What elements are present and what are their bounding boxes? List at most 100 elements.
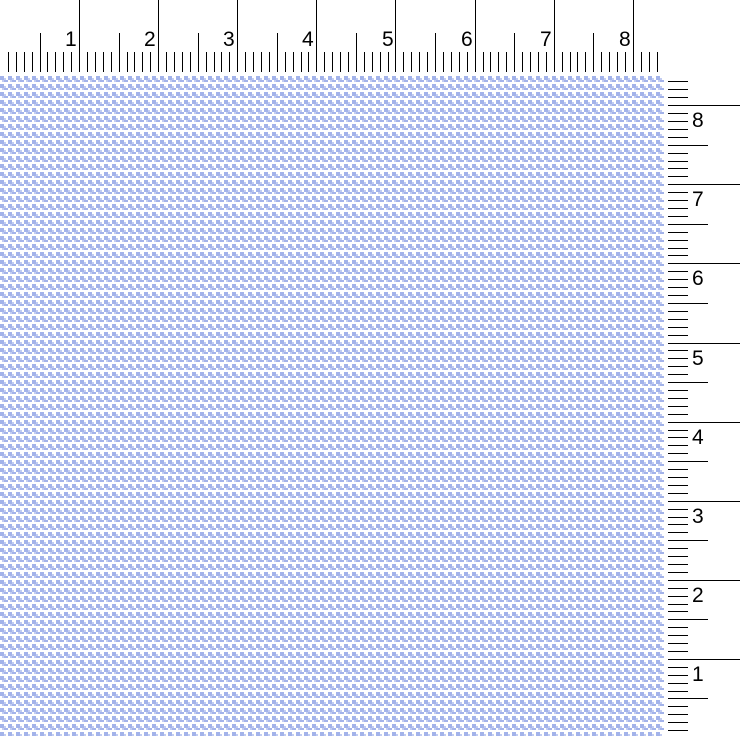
ruler-minor-tick xyxy=(641,52,642,72)
fabric-preview xyxy=(0,76,664,736)
ruler-minor-tick xyxy=(668,232,688,233)
ruler-minor-tick xyxy=(63,52,64,72)
ruler-minor-tick xyxy=(546,52,547,72)
ruler-minor-tick xyxy=(668,327,688,328)
ruler-minor-tick xyxy=(668,319,688,320)
ruler-minor-tick xyxy=(324,52,325,72)
top-ruler-label: 5 xyxy=(382,28,394,51)
right-ruler-label: 2 xyxy=(692,584,704,607)
ruler-minor-tick xyxy=(657,52,658,72)
ruler-minor-tick xyxy=(562,52,563,72)
ruler-minor-tick xyxy=(332,52,333,72)
ruler-minor-tick xyxy=(609,52,610,72)
ruler-minor-tick xyxy=(668,240,688,241)
ruler-minor-tick xyxy=(483,52,484,72)
ruler-minor-tick xyxy=(668,485,688,486)
right-ruler-label: 8 xyxy=(692,109,704,132)
ruler-minor-tick xyxy=(668,548,688,549)
ruler-minor-tick xyxy=(668,200,688,201)
ruler-minor-tick xyxy=(668,604,688,605)
ruler-minor-tick xyxy=(668,493,688,494)
ruler-minor-tick xyxy=(668,129,688,130)
ruler-minor-tick xyxy=(419,52,420,72)
ruler-minor-tick xyxy=(253,52,254,72)
ruler-minor-tick xyxy=(668,517,688,518)
ruler-minor-tick xyxy=(134,52,135,72)
ruler-minor-tick xyxy=(668,643,688,644)
ruler-minor-tick xyxy=(668,651,688,652)
ruler-half-tick xyxy=(356,33,357,72)
ruler-minor-tick xyxy=(285,52,286,72)
ruler-minor-tick xyxy=(668,564,688,565)
ruler-minor-tick xyxy=(668,635,688,636)
ruler-minor-tick xyxy=(245,52,246,72)
ruler-minor-tick xyxy=(459,52,460,72)
ruler-minor-tick xyxy=(443,52,444,72)
ruler-minor-tick xyxy=(668,596,688,597)
ruler-minor-tick xyxy=(668,532,688,533)
ruler-minor-tick xyxy=(32,52,33,72)
ruler-minor-tick xyxy=(668,168,688,169)
ruler-minor-tick xyxy=(522,52,523,72)
ruler-minor-tick xyxy=(348,52,349,72)
ruler-minor-tick xyxy=(668,691,688,692)
ruler-minor-tick xyxy=(182,52,183,72)
ruler-minor-tick xyxy=(71,52,72,72)
ruler-minor-tick xyxy=(668,89,688,90)
ruler-minor-tick xyxy=(668,358,688,359)
ruler-half-tick xyxy=(593,33,594,72)
ruler-major-tick xyxy=(668,501,740,502)
ruler-half-tick xyxy=(668,619,708,620)
right-ruler-label: 4 xyxy=(692,426,704,449)
ruler-minor-tick xyxy=(668,113,688,114)
ruler-minor-tick xyxy=(668,374,688,375)
ruler-half-tick xyxy=(668,382,708,383)
ruler-minor-tick xyxy=(668,730,688,731)
ruler-half-tick xyxy=(668,540,708,541)
ruler-minor-tick xyxy=(8,52,9,72)
ruler-minor-tick xyxy=(668,675,688,676)
ruler-minor-tick xyxy=(668,714,688,715)
ruler-minor-tick xyxy=(55,52,56,72)
ruler-minor-tick xyxy=(47,52,48,72)
ruler-minor-tick xyxy=(451,52,452,72)
top-ruler-label: 8 xyxy=(619,28,631,51)
ruler-minor-tick xyxy=(668,271,688,272)
ruler-half-tick xyxy=(668,224,708,225)
ruler-major-tick xyxy=(668,580,740,581)
ruler-minor-tick xyxy=(214,52,215,72)
ruler-half-tick xyxy=(119,33,120,72)
ruler-minor-tick xyxy=(95,52,96,72)
top-ruler: 1 2 3 4 5 6 7 8 xyxy=(0,0,664,74)
ruler-minor-tick xyxy=(490,52,491,72)
top-ruler-label: 1 xyxy=(65,28,77,51)
ruler-minor-tick xyxy=(668,477,688,478)
ruler-major-tick xyxy=(475,0,476,72)
ruler-minor-tick xyxy=(585,52,586,72)
ruler-minor-tick xyxy=(649,52,650,72)
ruler-minor-tick xyxy=(668,161,688,162)
ruler-major-tick xyxy=(668,184,740,185)
ruler-minor-tick xyxy=(142,52,143,72)
top-ruler-label: 3 xyxy=(223,28,235,51)
ruler-minor-tick xyxy=(668,469,688,470)
ruler-minor-tick xyxy=(601,52,602,72)
ruler-minor-tick xyxy=(229,52,230,72)
ruler-minor-tick xyxy=(538,52,539,72)
ruler-major-tick xyxy=(668,263,740,264)
ruler-minor-tick xyxy=(166,52,167,72)
ruler-major-tick xyxy=(237,0,238,72)
ruler-minor-tick xyxy=(668,627,688,628)
ruler-minor-tick xyxy=(668,414,688,415)
ruler-minor-tick xyxy=(261,52,262,72)
ruler-half-tick xyxy=(277,33,278,72)
ruler-major-tick xyxy=(633,0,634,72)
ruler-minor-tick xyxy=(411,52,412,72)
ruler-major-tick xyxy=(668,659,740,660)
ruler-half-tick xyxy=(198,33,199,72)
ruler-minor-tick xyxy=(24,52,25,72)
ruler-minor-tick xyxy=(206,52,207,72)
ruler-major-tick xyxy=(79,0,80,72)
ruler-minor-tick xyxy=(190,52,191,72)
ruler-minor-tick xyxy=(293,52,294,72)
